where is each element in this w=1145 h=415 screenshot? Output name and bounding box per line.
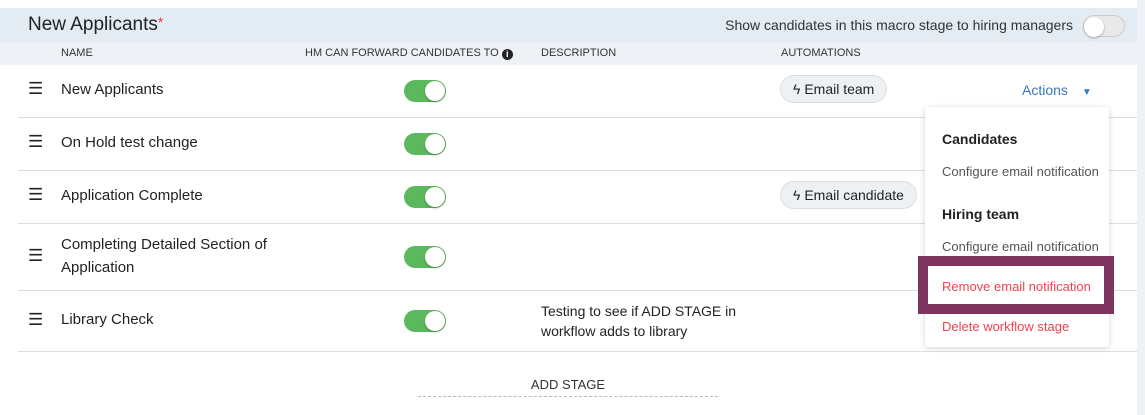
table-row: ☰ Completing Detailed Section of Applica… (18, 224, 1137, 291)
col-hm-forward: HM CAN FORWARD CANDIDATES TO i (305, 47, 513, 60)
stage-name: On Hold test change (61, 134, 198, 151)
menu-item-remove-notification[interactable]: Remove email notification (942, 279, 1091, 294)
add-stage-button[interactable]: ADD STAGE (418, 377, 718, 397)
hm-forward-toggle[interactable] (404, 310, 446, 332)
drag-handle-icon[interactable]: ☰ (28, 185, 44, 204)
bolt-icon: ϟ (793, 81, 801, 97)
col-description: DESCRIPTION (541, 47, 617, 59)
required-mark: * (157, 14, 164, 30)
table-row: ☰ Library Check Testing to see if ADD ST… (18, 291, 1137, 352)
page-background (1137, 0, 1145, 415)
stage-description: Testing to see if ADD STAGE in workflow … (541, 303, 737, 339)
hm-forward-toggle[interactable] (404, 133, 446, 155)
automation-chip[interactable]: ϟ Email candidate (780, 181, 917, 209)
caret-down-icon: ▼ (1081, 87, 1092, 98)
bolt-icon: ϟ (793, 187, 801, 203)
table-row: ☰ New Applicants ϟ Email team (18, 65, 1137, 118)
column-header: NAME HM CAN FORWARD CANDIDATES TO i DESC… (0, 42, 1137, 65)
drag-handle-icon[interactable]: ☰ (28, 79, 44, 98)
drag-handle-icon[interactable]: ☰ (28, 310, 44, 329)
col-automations: AUTOMATIONS (781, 47, 861, 59)
drag-handle-icon[interactable]: ☰ (28, 246, 44, 265)
stage-name: New Applicants (61, 81, 164, 98)
table-row: ☰ On Hold test change (18, 118, 1137, 171)
table-row: ☰ Application Complete ϟ Email candidate (18, 171, 1137, 224)
menu-heading-hiring-team: Hiring team (942, 206, 1020, 222)
show-hm-label: Show candidates in this macro stage to h… (725, 17, 1073, 33)
hm-forward-toggle[interactable] (404, 186, 446, 208)
menu-item-delete-stage[interactable]: Delete workflow stage (942, 319, 1070, 334)
info-icon[interactable]: i (501, 49, 513, 60)
stage-name: Application Complete (61, 187, 203, 204)
actions-dropdown[interactable]: Actions ▼ (1022, 82, 1092, 98)
automation-chip[interactable]: ϟ Email team (780, 75, 888, 103)
stage-name: Library Check (61, 311, 154, 328)
hm-forward-toggle[interactable] (404, 246, 446, 268)
show-hm-toggle[interactable] (1083, 15, 1125, 37)
col-name: NAME (61, 47, 93, 59)
drag-handle-icon[interactable]: ☰ (28, 132, 44, 151)
page-title: New Applicants* (28, 14, 164, 35)
menu-heading-candidates: Candidates (942, 131, 1018, 147)
menu-item-configure-candidates[interactable]: Configure email notification (942, 164, 1099, 179)
highlight-box (918, 256, 1114, 314)
hm-forward-toggle[interactable] (404, 80, 446, 102)
stage-name: Completing Detailed Section of Applicati… (61, 236, 267, 276)
stage-header: New Applicants* Show candidates in this … (0, 8, 1137, 42)
menu-item-configure-hiring[interactable]: Configure email notification (942, 239, 1099, 254)
